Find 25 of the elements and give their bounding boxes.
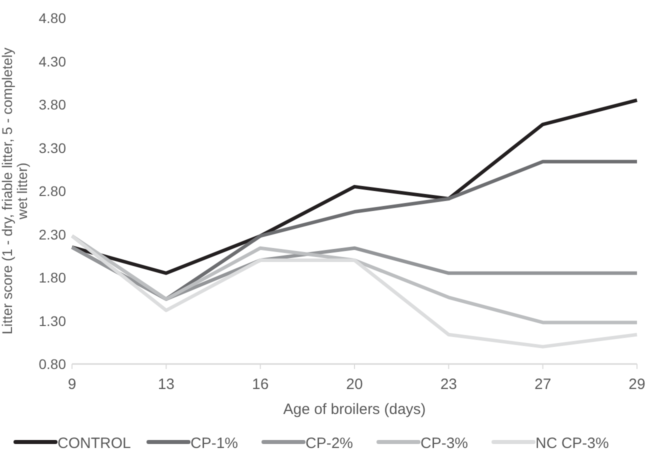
y-tick-label: 2.30 — [38, 226, 66, 242]
y-tick-label: 2.80 — [38, 183, 66, 199]
line-series — [70, 234, 639, 348]
x-tick-label: 23 — [440, 376, 458, 393]
x-tick-label: 27 — [534, 376, 552, 393]
legend-label: CONTROL — [58, 435, 131, 452]
legend-label: CP-3% — [420, 435, 468, 452]
x-tick-label: 20 — [346, 376, 363, 393]
y-tick-label: 1.80 — [38, 270, 66, 286]
y-axis-title: Litter score (1 - dry, friable litter, 5 - completely wet litter) — [0, 48, 30, 334]
y-tick-label: 4.30 — [38, 53, 66, 70]
x-tick-label: 13 — [158, 376, 175, 393]
legend-label: NC CP-3% — [536, 435, 609, 452]
x-axis-title: Age of broilers (days) — [283, 401, 426, 418]
legend-label: CP-2% — [306, 435, 354, 452]
y-tick-label: 3.80 — [38, 96, 66, 112]
y-tick-label: 4.80 — [38, 10, 66, 26]
y-tick-label: 1.30 — [38, 312, 66, 329]
y-tick-label: 3.30 — [38, 140, 66, 156]
line-series — [70, 98, 639, 275]
x-tick-label: 16 — [252, 376, 269, 393]
legend-label: CP-1% — [190, 435, 238, 452]
x-tick-label: 9 — [68, 376, 76, 393]
x-tick-label: 29 — [628, 376, 646, 393]
y-tick-label: 0.80 — [38, 356, 66, 372]
